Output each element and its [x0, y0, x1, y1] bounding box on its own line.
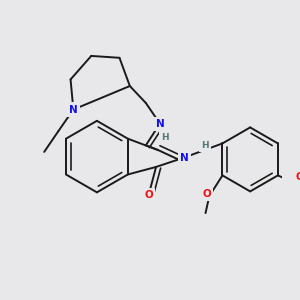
Text: O: O [295, 172, 300, 182]
Text: H: H [201, 141, 209, 150]
Text: N: N [69, 104, 78, 115]
Text: N: N [180, 152, 189, 163]
Text: O: O [202, 189, 211, 199]
Text: O: O [144, 190, 153, 200]
Text: H: H [161, 133, 169, 142]
Text: N: N [156, 119, 164, 129]
